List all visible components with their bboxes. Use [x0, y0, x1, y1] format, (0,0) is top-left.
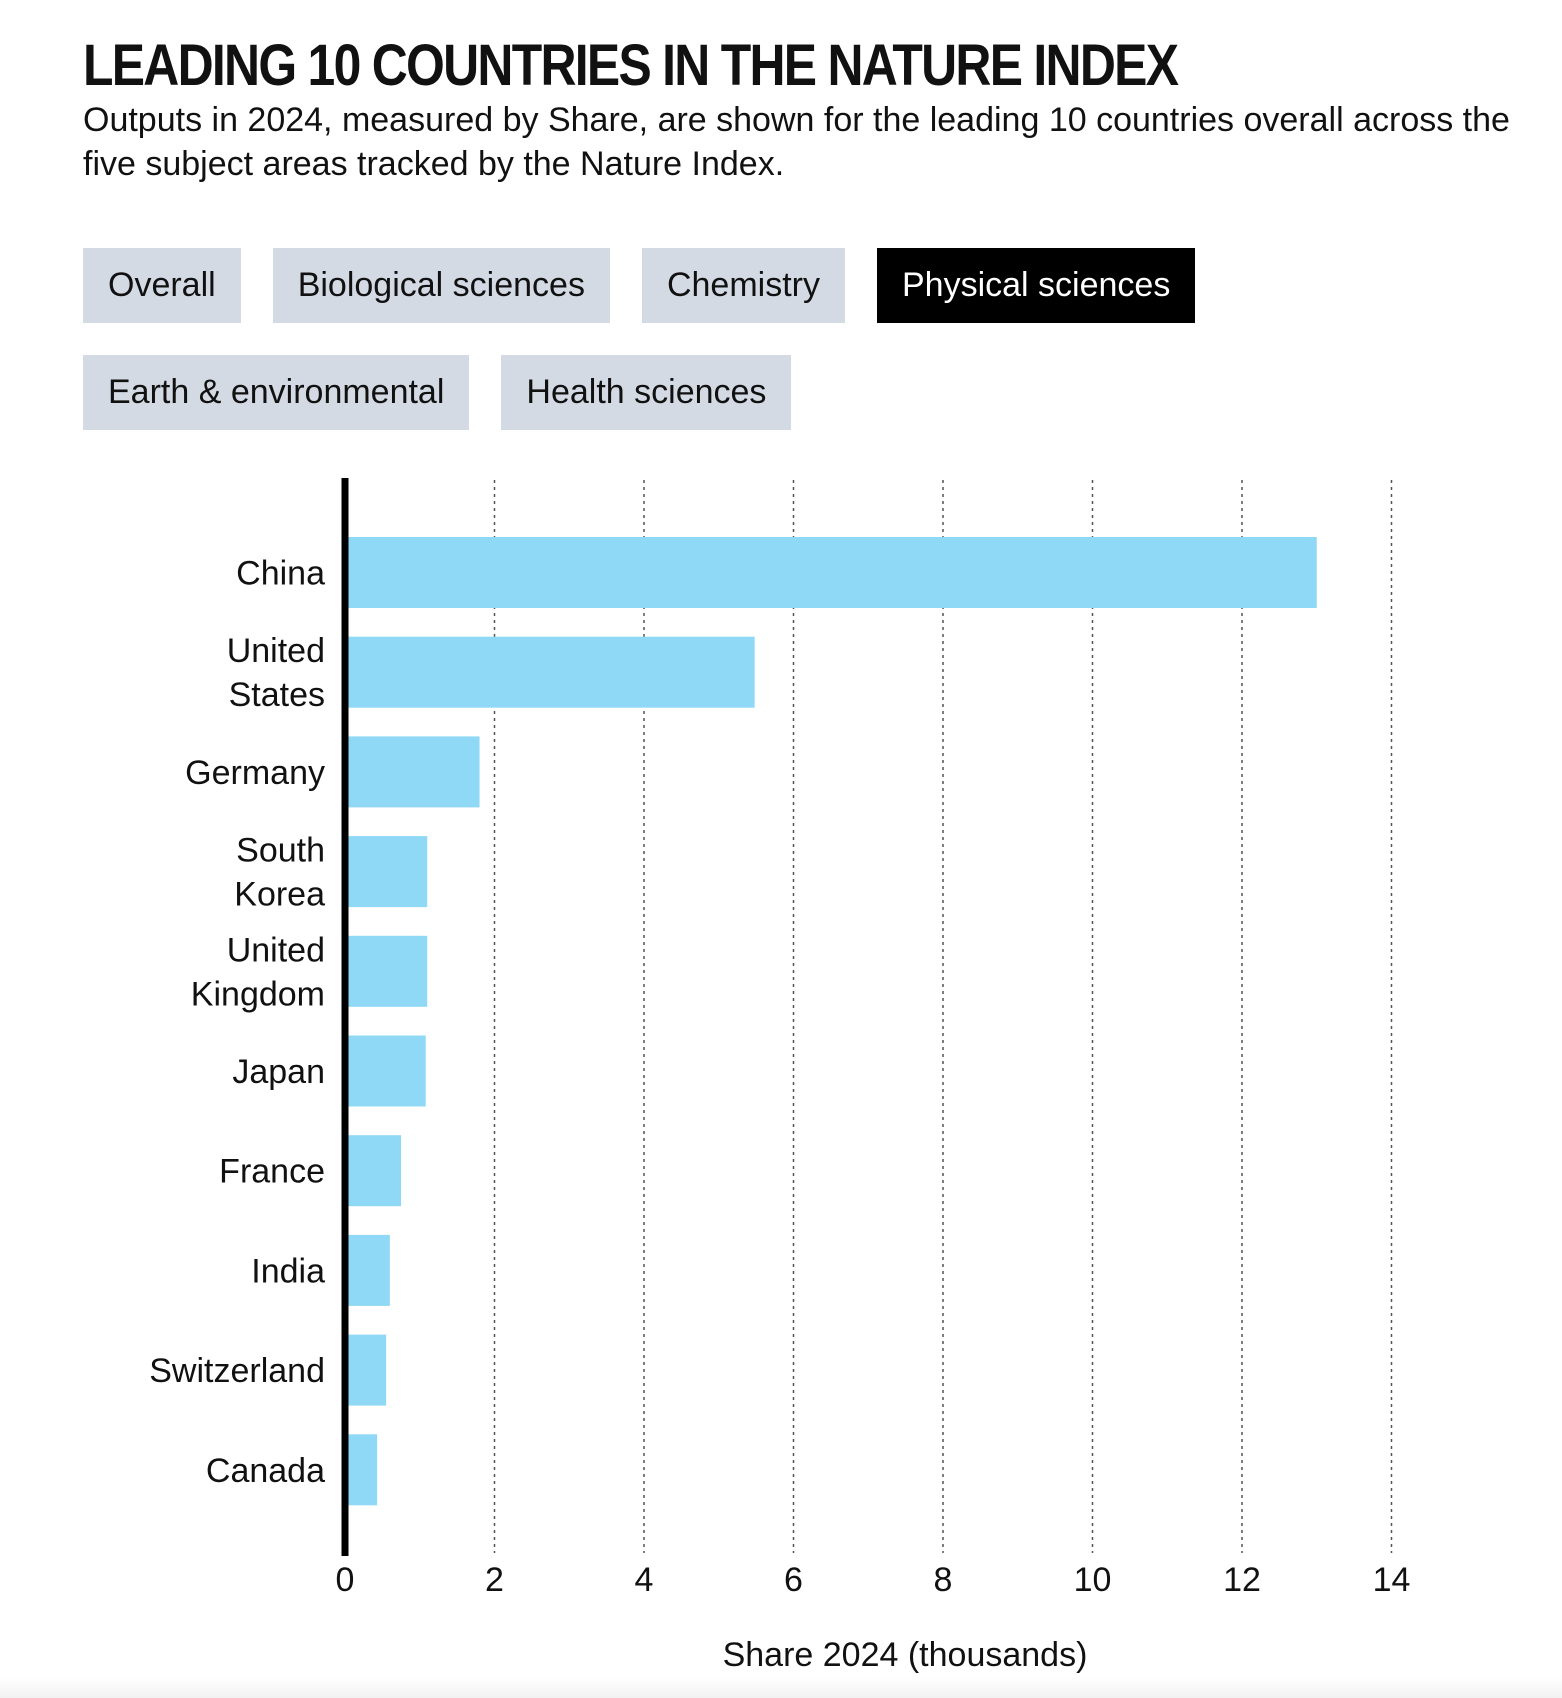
- bar: [347, 1234, 390, 1306]
- tab-row-2: Earth & environmental Health sciences: [83, 355, 792, 430]
- tab-biological-sciences[interactable]: Biological sciences: [272, 248, 610, 323]
- category-label: China: [236, 555, 325, 593]
- tab-row-1: Overall Biological sciences Chemistry Ph…: [83, 248, 1196, 323]
- category-label: Switzerland: [149, 1352, 325, 1390]
- tab-health-sciences[interactable]: Health sciences: [501, 355, 792, 430]
- bar: [347, 1434, 378, 1506]
- x-tick-label: 0: [336, 1561, 355, 1599]
- bar: [347, 537, 1317, 608]
- bar: [347, 636, 755, 708]
- tab-chemistry[interactable]: Chemistry: [641, 248, 845, 323]
- category-labels: China United States Germany South Korea United…: [149, 555, 325, 1490]
- category-label: United States: [227, 632, 325, 714]
- x-tick-label: 12: [1223, 1561, 1261, 1599]
- category-label: France: [219, 1153, 325, 1191]
- x-tick-label: 10: [1074, 1561, 1112, 1599]
- bar-chart: China United States Germany South Korea United…: [149, 478, 1411, 1674]
- category-label: India: [251, 1252, 325, 1290]
- bar: [347, 1035, 426, 1107]
- x-tick-label: 8: [934, 1561, 953, 1599]
- bars: [347, 537, 1317, 1506]
- bar: [347, 736, 480, 808]
- category-label: Canada: [206, 1452, 325, 1490]
- category-label: Germany: [185, 754, 325, 792]
- x-tick-label: 6: [784, 1561, 803, 1599]
- chart-subtitle: Outputs in 2024, measured by Share, are …: [83, 101, 1510, 183]
- x-tick-label: 2: [485, 1561, 504, 1599]
- chart-title: LEADING 10 COUNTRIES IN THE NATURE INDEX: [83, 33, 1179, 98]
- tab-earth-environmental[interactable]: Earth & environmental: [83, 355, 470, 430]
- bar: [347, 836, 428, 908]
- category-label: South Korea: [234, 832, 325, 914]
- x-axis-label: Share 2024 (thousands): [723, 1636, 1088, 1674]
- x-tick-label: 4: [635, 1561, 654, 1599]
- bar: [347, 1135, 402, 1207]
- bottom-edge: [0, 1676, 1562, 1698]
- tab-overall[interactable]: Overall: [83, 248, 241, 323]
- tab-physical-sciences[interactable]: Physical sciences: [877, 248, 1196, 323]
- x-tick-labels: 0 2 4 6 8 10 12 14: [336, 1561, 1411, 1599]
- bar: [347, 1334, 387, 1406]
- category-label: Japan: [232, 1053, 325, 1091]
- bar: [347, 935, 428, 1007]
- category-label: United Kingdom: [191, 931, 325, 1013]
- x-tick-label: 14: [1373, 1561, 1411, 1599]
